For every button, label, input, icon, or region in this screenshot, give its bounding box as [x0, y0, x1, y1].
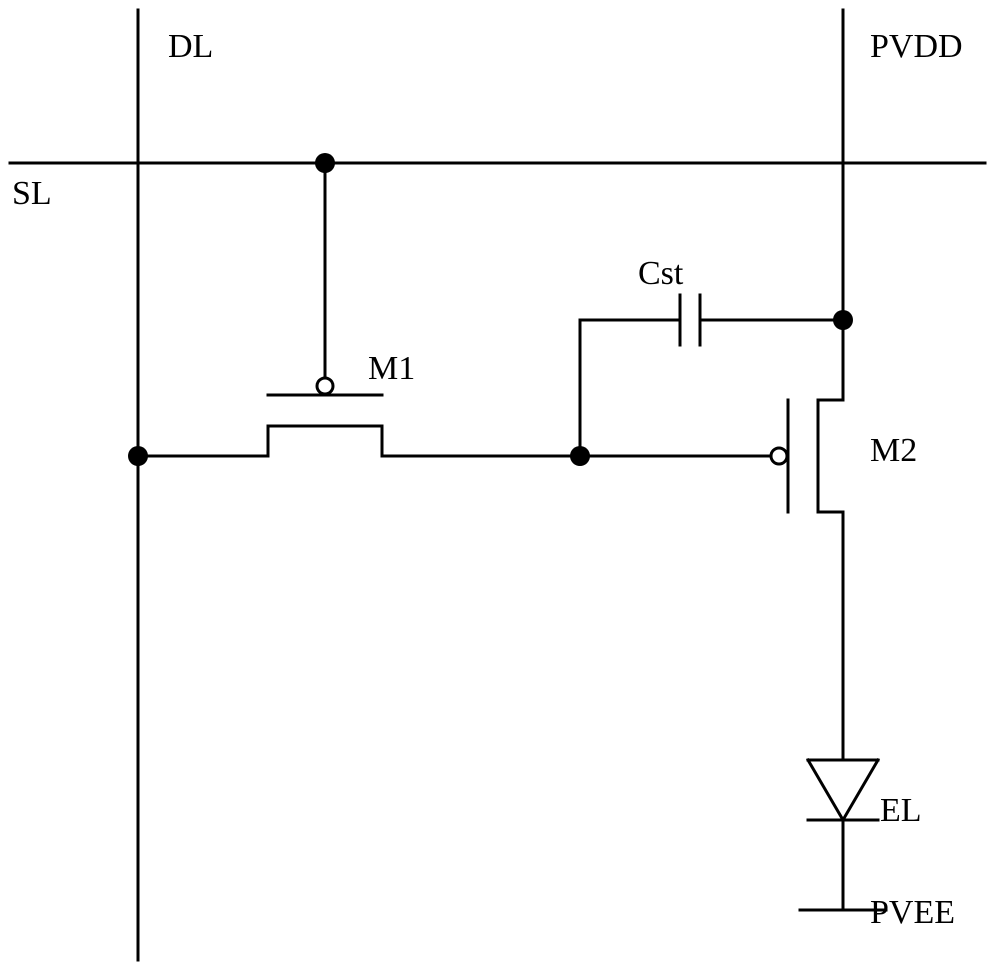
- label-SL: SL: [12, 175, 52, 213]
- label-EL: EL: [880, 792, 922, 830]
- label-DL: DL: [168, 28, 213, 66]
- schematic-svg: [0, 0, 1000, 974]
- label-Cst: Cst: [638, 255, 683, 293]
- label-M1: M1: [368, 350, 415, 388]
- label-M2: M2: [870, 432, 917, 470]
- label-PVEE: PVEE: [870, 894, 955, 932]
- circuit-diagram: DL PVDD SL Cst M1 M2 EL PVEE: [0, 0, 1000, 974]
- label-PVDD: PVDD: [870, 28, 963, 66]
